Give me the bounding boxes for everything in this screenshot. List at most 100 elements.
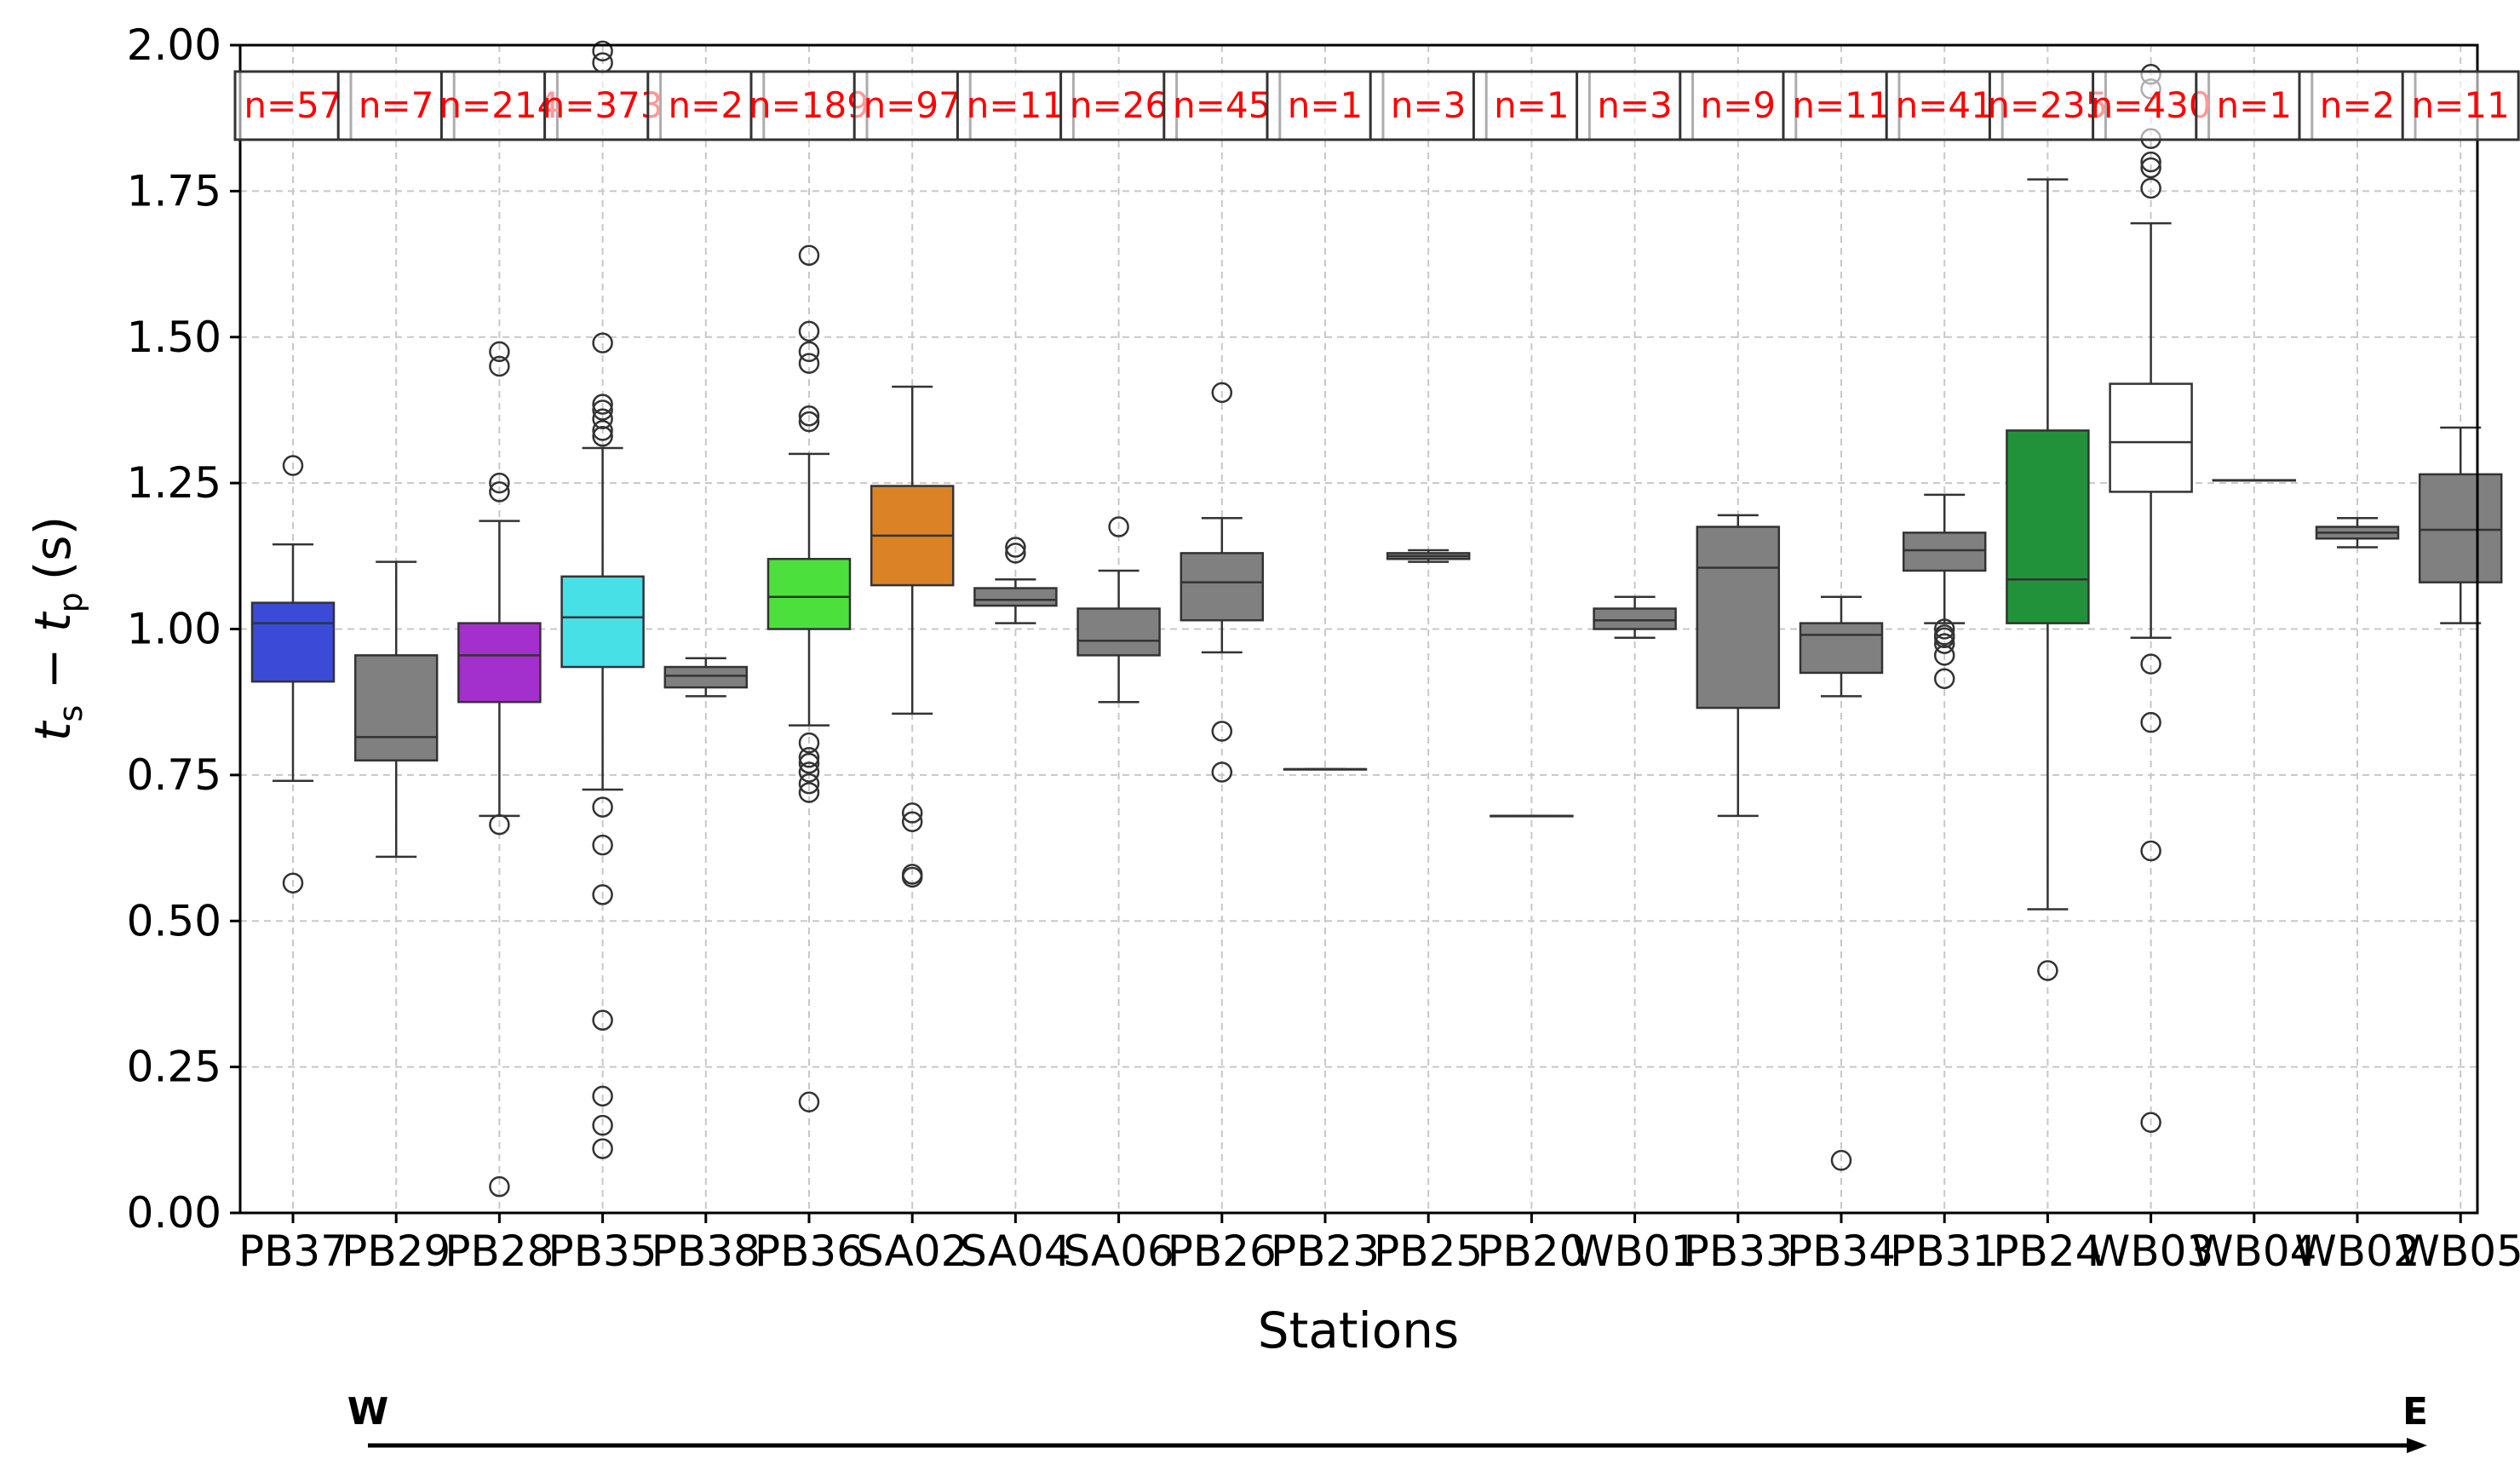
sample-count-label: n=373	[542, 84, 663, 126]
sample-count-label: n=97	[864, 84, 962, 126]
box-sa06	[1076, 516, 1161, 704]
outlier-point	[489, 355, 510, 377]
sample-count-label: n=1	[1288, 84, 1363, 126]
iqr-box	[2006, 429, 2090, 624]
box-wb01	[1593, 595, 1677, 640]
outlier-point	[798, 747, 820, 768]
x-tick-label-pb35: PB35	[548, 1227, 657, 1276]
outlier-point	[1211, 721, 1233, 742]
y-axis-label: ts − tp(s)	[24, 516, 89, 741]
outlier-point	[2140, 157, 2161, 179]
sample-count-box	[852, 70, 972, 141]
outlier-point	[798, 320, 820, 342]
sample-count-pb33: n=9	[1679, 70, 1798, 141]
sample-count-pb35: n=373	[542, 70, 663, 141]
x-tick-label-pb26: PB26	[1168, 1227, 1277, 1276]
outlier-point	[1933, 627, 1955, 649]
sample-count-label: n=235	[1987, 84, 2108, 126]
sample-count-pb23: n=1	[1266, 70, 1385, 141]
x-tick-label-pb29: PB29	[342, 1227, 451, 1276]
sample-count-box	[1576, 70, 1695, 141]
iqr-box	[457, 622, 542, 704]
outlier-point	[2140, 177, 2161, 199]
outlier-point	[798, 782, 820, 803]
outlier-point	[798, 341, 820, 363]
box-pb23	[1283, 767, 1368, 771]
x-tick-label-pb36: PB36	[755, 1227, 864, 1276]
x-tick-label-wb01: WB01	[1572, 1227, 1697, 1276]
sample-count-label: n=26	[1070, 84, 1168, 126]
iqr-box	[1076, 607, 1161, 657]
y-axis: 0.00 0.25 0.50 0.75 1.00 1.25 1.50 1.75 2.00	[127, 20, 240, 1238]
y-tick-label: 1.25	[127, 458, 221, 508]
sample-count-box	[1162, 70, 1282, 141]
sample-count-label: n=1	[1494, 84, 1570, 126]
sample-count-label: n=2	[669, 84, 744, 126]
sample-count-box	[646, 70, 766, 141]
outlier-point	[592, 394, 613, 415]
sample-count-label: n=45	[1173, 84, 1271, 126]
y-tick-label: 1.75	[127, 166, 221, 215]
outlier-point	[798, 405, 820, 427]
box-pb31	[1902, 493, 1987, 690]
box-series	[250, 40, 2503, 1198]
sample-count-label: n=9	[1701, 84, 1777, 126]
box-pb36	[766, 244, 852, 1113]
box-pb26	[1180, 382, 1265, 783]
outlier-point	[2037, 960, 2058, 981]
outlier-point	[282, 872, 304, 894]
sample-count-pb38: n=2	[646, 70, 766, 141]
sample-count-label: n=3	[1391, 84, 1467, 126]
iqr-box	[250, 601, 336, 683]
outlier-point	[592, 408, 613, 429]
sample-count-pb28: n=214	[439, 70, 560, 141]
x-axis: PB37PB29PB28PB35PB38PB36SA02SA04SA06PB26…	[238, 1213, 2520, 1276]
sample-count-pb31: n=41	[1885, 70, 2004, 141]
box-sa04	[973, 537, 1058, 624]
sample-count-pb26: n=45	[1162, 70, 1282, 141]
sample-count-label: n=11	[1792, 84, 1890, 126]
sample-count-label: n=2	[2320, 84, 2396, 126]
sample-count-sa04: n=11	[956, 70, 1075, 141]
x-tick-label-pb31: PB31	[1890, 1227, 1999, 1276]
east-arrow-head	[2407, 1438, 2427, 1453]
box-pb35	[560, 40, 645, 1159]
sample-count-box	[2092, 70, 2211, 141]
sample-count-box	[956, 70, 1075, 141]
x-tick-label-pb23: PB23	[1271, 1227, 1380, 1276]
x-tick-label-sa04: SA04	[960, 1227, 1071, 1276]
sample-count-label: n=214	[439, 84, 560, 126]
outlier-point	[901, 811, 923, 832]
sample-count-sa06: n=26	[1059, 70, 1179, 141]
iqr-box	[353, 654, 439, 761]
sample-count-label: n=57	[244, 84, 342, 126]
y-tick-label: 0.25	[127, 1043, 221, 1092]
box-pb29	[353, 560, 439, 859]
outlier-point	[1830, 1150, 1852, 1171]
outlier-point	[2140, 840, 2161, 862]
sample-count-wb02: n=2	[2298, 70, 2417, 141]
x-tick-label-pb20: PB20	[1477, 1227, 1586, 1276]
x-tick-label-pb28: PB28	[445, 1227, 554, 1276]
sample-count-pb37: n=57	[233, 70, 353, 141]
sample-count-pb25: n=3	[1369, 70, 1488, 141]
y-tick-label: 1.00	[127, 605, 221, 654]
outlier-point	[1933, 668, 1955, 690]
sample-count-box	[336, 70, 456, 141]
sample-count-pb24: n=235	[1987, 70, 2108, 141]
box-pb24	[2006, 178, 2090, 981]
x-tick-label-pb34: PB34	[1787, 1227, 1896, 1276]
iqr-box	[1799, 622, 1884, 675]
outlier-point	[901, 866, 923, 888]
outlier-point	[901, 802, 923, 824]
box-pb20	[1490, 814, 1574, 818]
iqr-box	[1593, 607, 1677, 630]
box-pb33	[1696, 514, 1781, 818]
sample-count-pb20: n=1	[1472, 70, 1591, 141]
sample-count-box	[543, 70, 663, 141]
outlier-point	[489, 341, 510, 363]
iqr-box	[2418, 473, 2503, 583]
outlier-point	[592, 1085, 613, 1107]
